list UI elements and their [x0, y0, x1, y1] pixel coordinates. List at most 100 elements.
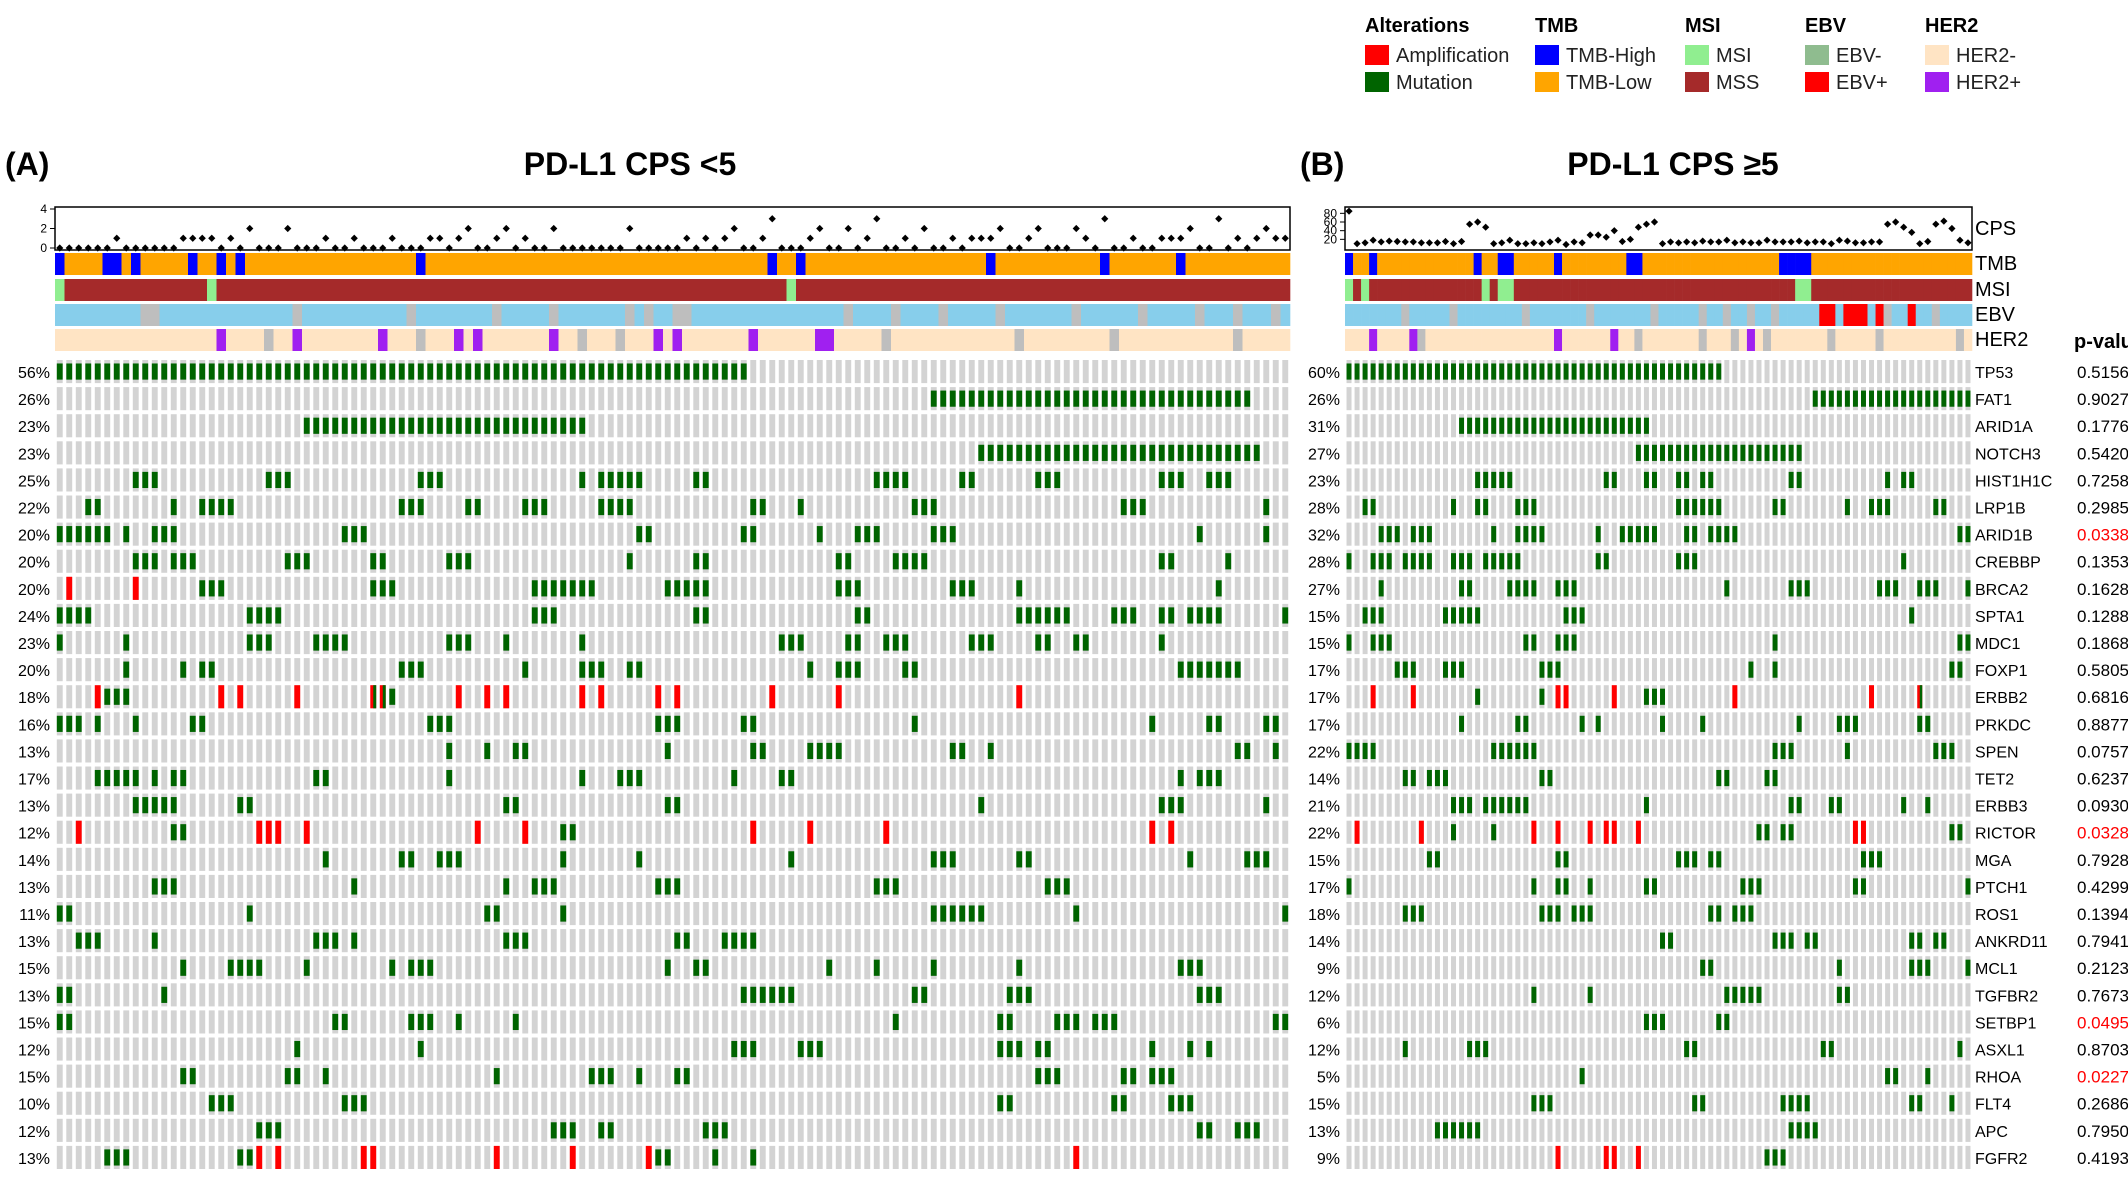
- matrix-cell: [379, 468, 386, 492]
- mutation-cell: [284, 363, 291, 380]
- matrix-cell: [218, 874, 225, 898]
- matrix-cell: [161, 739, 168, 763]
- mutation-cell: [902, 661, 909, 678]
- matrix-cell: [208, 956, 215, 980]
- cps-point: [588, 244, 596, 252]
- matrix-cell: [123, 387, 130, 411]
- matrix-cell: [237, 847, 244, 871]
- matrix-cell: [417, 387, 424, 411]
- matrix-cell: [949, 658, 956, 682]
- cps-point: [1205, 244, 1213, 252]
- mutation-cell: [569, 580, 576, 597]
- matrix-cell: [655, 1037, 662, 1061]
- mutation-cell: [1282, 1013, 1289, 1031]
- matrix-cell: [66, 766, 73, 790]
- matrix-cell: [275, 847, 282, 871]
- her2-cell: [159, 329, 170, 351]
- matrix-cell: [1177, 739, 1184, 763]
- mutation-cell: [1044, 390, 1051, 407]
- matrix-cell: [66, 441, 73, 465]
- matrix-cell: [265, 658, 272, 682]
- mutation-cell: [1149, 444, 1156, 461]
- amplification-cell: [674, 685, 681, 709]
- matrix-cell: [997, 658, 1004, 682]
- matrix-cell: [303, 712, 310, 736]
- ebv-cell: [919, 304, 930, 326]
- matrix-cell: [892, 793, 899, 817]
- matrix-cell: [1139, 549, 1146, 573]
- matrix-cell: [579, 441, 586, 465]
- matrix-cell: [1215, 956, 1222, 980]
- matrix-cell: [132, 387, 139, 411]
- matrix-cell: [436, 441, 443, 465]
- mutation-cell: [322, 363, 329, 380]
- tmb-cell: [1109, 253, 1120, 275]
- mutation-cell: [1158, 553, 1165, 570]
- matrix-cell: [531, 1091, 538, 1115]
- matrix-cell: [180, 929, 187, 953]
- mutation-cell: [864, 607, 871, 624]
- matrix-cell: [674, 603, 681, 627]
- matrix-cell: [902, 685, 909, 709]
- ebv-cell: [55, 304, 65, 326]
- mutation-cell: [360, 417, 367, 434]
- matrix-cell: [227, 468, 234, 492]
- matrix-cell: [835, 360, 842, 384]
- matrix-cell: [1120, 793, 1127, 817]
- matrix-cell: [797, 983, 804, 1007]
- msi-cell: [663, 279, 673, 301]
- matrix-cell: [170, 576, 177, 600]
- matrix-cell: [1244, 1010, 1251, 1034]
- mutation-cell: [313, 634, 320, 651]
- mutation-cell: [474, 417, 481, 434]
- matrix-cell: [455, 739, 462, 763]
- matrix-cell: [142, 739, 149, 763]
- matrix-cell: [835, 902, 842, 926]
- matrix-cell: [864, 360, 871, 384]
- ebv-cell: [587, 304, 597, 326]
- matrix-cell: [693, 387, 700, 411]
- mutation-cell: [465, 363, 472, 380]
- matrix-cell: [341, 956, 348, 980]
- matrix-cell: [199, 793, 206, 817]
- her2-cell: [207, 329, 217, 351]
- matrix-cell: [759, 522, 766, 546]
- matrix-cell: [731, 739, 738, 763]
- mutation-cell: [978, 797, 985, 814]
- matrix-cell: [959, 929, 966, 953]
- mutation-cell: [1149, 1040, 1156, 1058]
- mutation-cell: [598, 661, 605, 678]
- matrix-cell: [617, 576, 624, 600]
- ebv-cell: [539, 304, 550, 326]
- matrix-cell: [313, 983, 320, 1007]
- matrix-cell: [911, 387, 918, 411]
- matrix-cell: [1063, 576, 1070, 600]
- matrix-cell: [921, 522, 928, 546]
- matrix-cell: [56, 495, 63, 519]
- matrix-cell: [512, 983, 519, 1007]
- ebv-cell: [929, 304, 939, 326]
- matrix-cell: [702, 874, 709, 898]
- matrix-cell: [892, 766, 899, 790]
- her2-cell: [435, 329, 445, 351]
- matrix-cell: [1016, 793, 1023, 817]
- matrix-cell: [370, 902, 377, 926]
- matrix-cell: [113, 658, 120, 682]
- matrix-cell: [66, 847, 73, 871]
- matrix-cell: [560, 685, 567, 709]
- mutation-cell: [322, 417, 329, 434]
- msi-cell: [387, 279, 398, 301]
- her2-cell: [235, 329, 246, 351]
- matrix-cell: [237, 712, 244, 736]
- matrix-cell: [816, 1064, 823, 1088]
- matrix-cell: [1158, 902, 1165, 926]
- matrix-cell: [1158, 1037, 1165, 1061]
- matrix-cell: [921, 631, 928, 655]
- matrix-cell: [902, 739, 909, 763]
- matrix-cell: [493, 522, 500, 546]
- matrix-cell: [674, 1091, 681, 1115]
- gene-pct: 13%: [18, 744, 50, 761]
- matrix-cell: [313, 1064, 320, 1088]
- amplification-cell: [484, 685, 491, 709]
- matrix-cell: [484, 793, 491, 817]
